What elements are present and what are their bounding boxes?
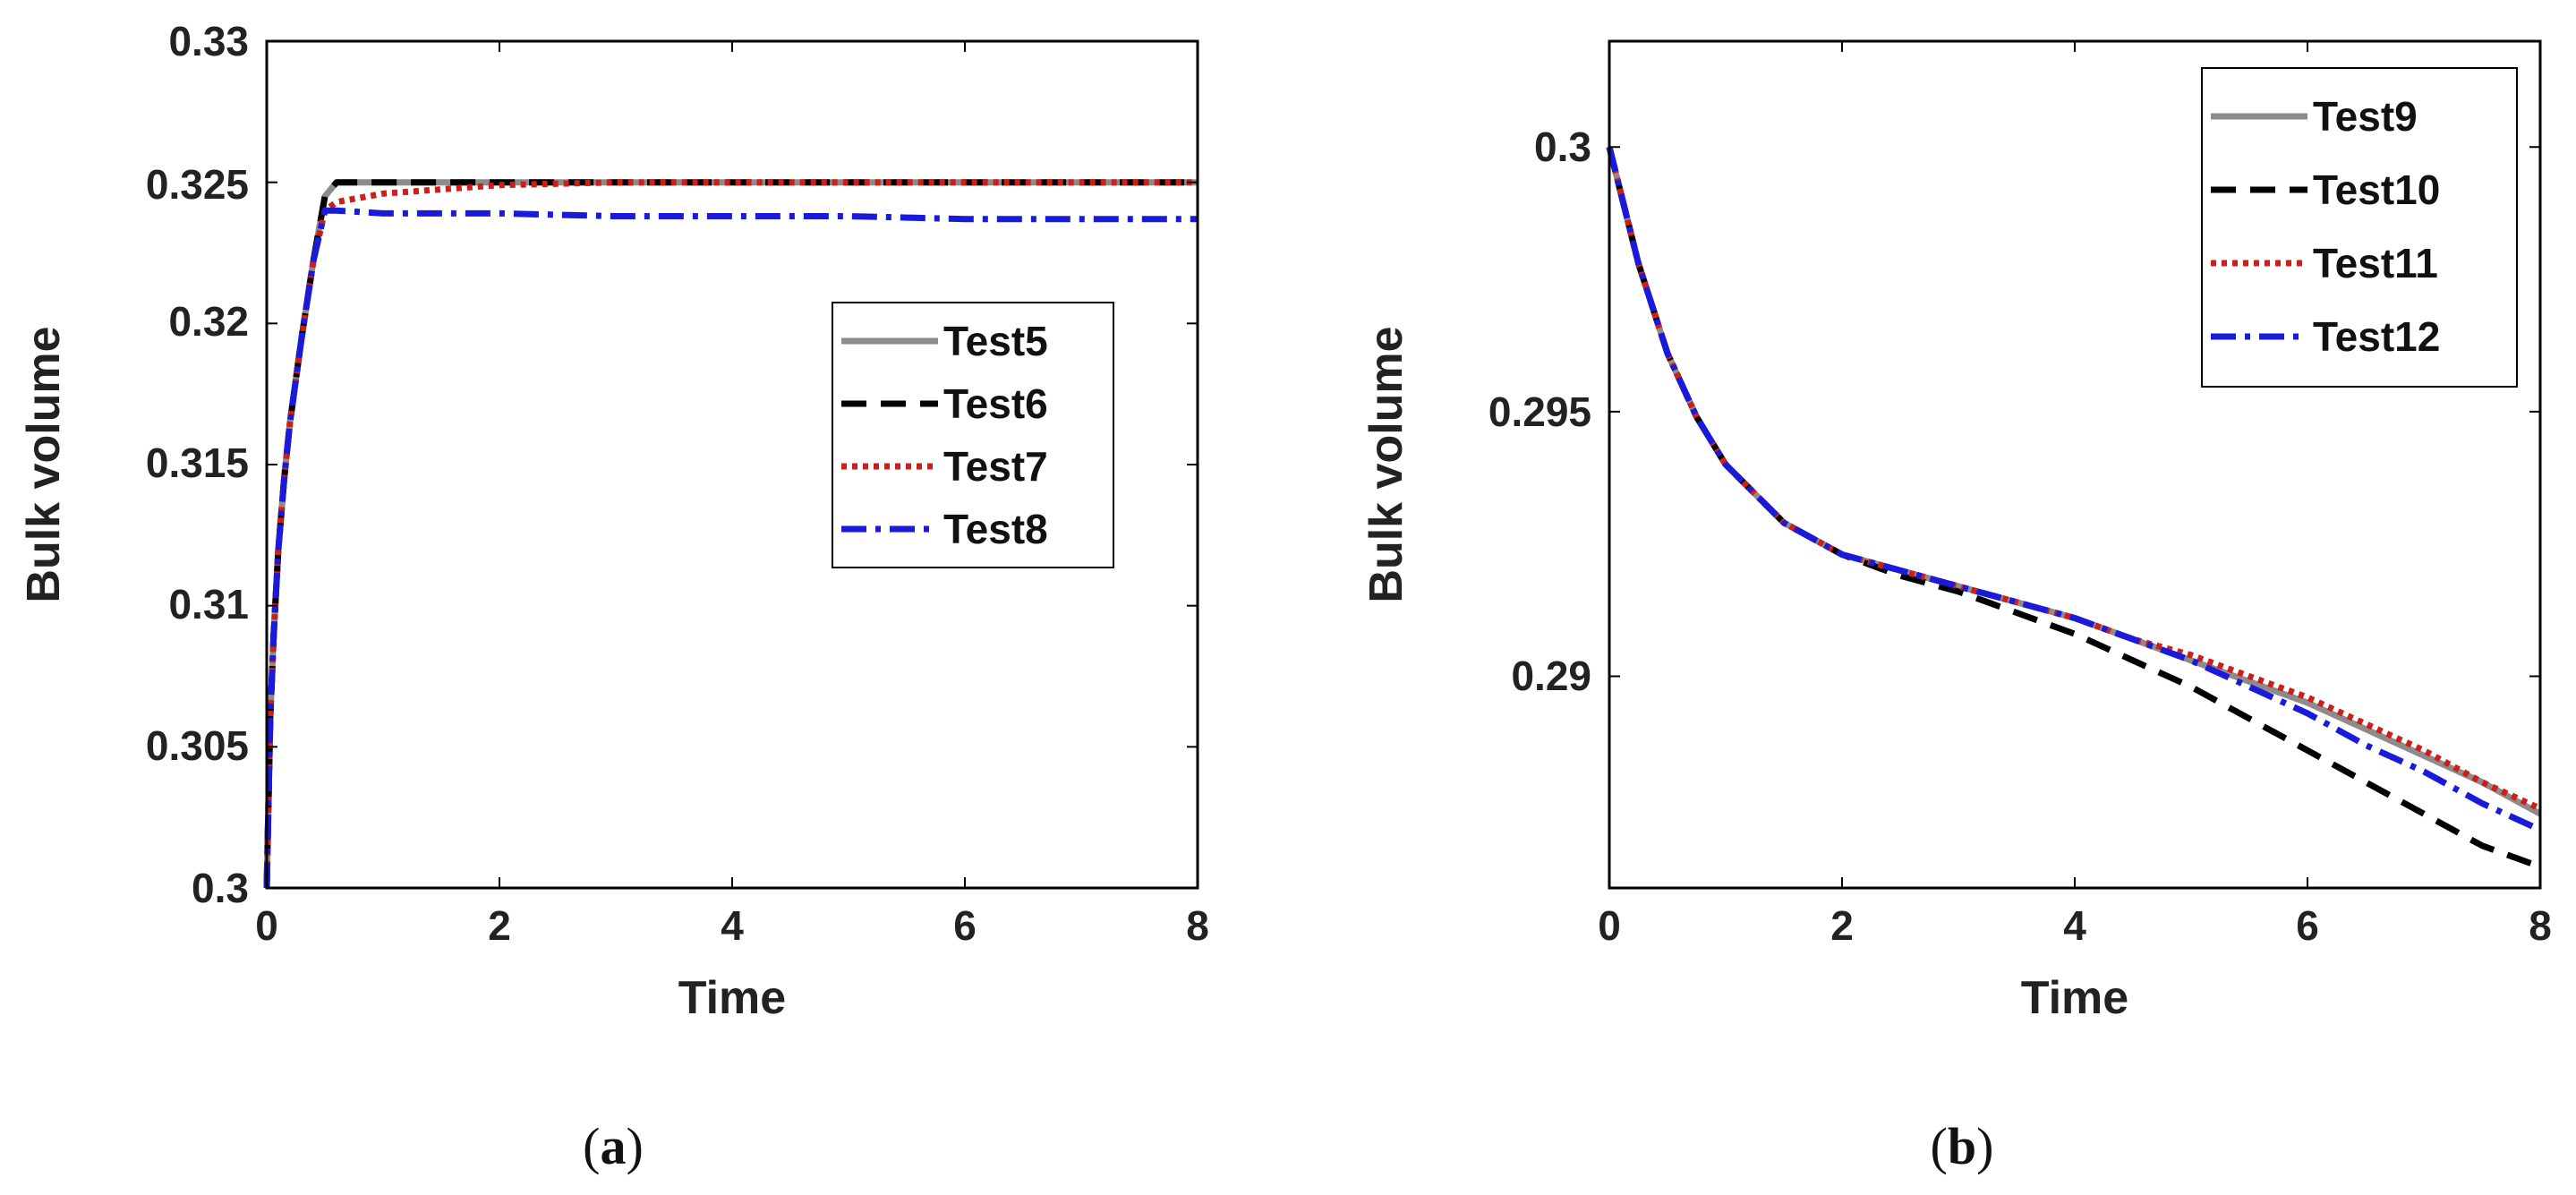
caption-letter-a: a	[601, 1117, 627, 1175]
x-tick-label: 0	[1598, 902, 1621, 949]
y-tick-label: 0.295	[1488, 388, 1591, 435]
y-tick-label: 0.305	[146, 722, 249, 769]
y-tick-label: 0.3	[1534, 124, 1591, 170]
y-tick-labels-a: 0.33 0.325 0.32 0.315 0.31 0.305 0.3	[146, 18, 249, 911]
series-line-test11	[1606, 146, 2542, 812]
y-tick-label: 0.33	[168, 18, 249, 64]
legend-label-test10: Test10	[2313, 166, 2440, 213]
x-tick-label: 2	[1830, 902, 1854, 949]
x-tick-label: 8	[2529, 902, 2552, 949]
x-tick-label: 4	[721, 902, 744, 949]
x-tick-label: 8	[1186, 902, 1209, 949]
y-tick-label: 0.3	[192, 865, 249, 911]
y-tick-label: 0.325	[146, 161, 249, 208]
y-tick-labels-b: 0.3 0.295 0.29	[1488, 124, 1591, 699]
x-tick-label: 2	[488, 902, 511, 949]
x-tick-label: 6	[2296, 902, 2319, 949]
y-tick-label: 0.31	[168, 581, 249, 627]
legend-label-test9: Test9	[2313, 93, 2418, 140]
y-axis-label-b: Bulk volume	[1361, 326, 1412, 602]
caption-a: (a)	[583, 1117, 644, 1175]
caption-b: (b)	[1931, 1117, 1994, 1175]
x-tick-label: 0	[255, 902, 278, 949]
legend-label-test6: Test6	[943, 380, 1048, 427]
legend-box-a	[832, 302, 1114, 568]
legend-label-test7: Test7	[943, 443, 1048, 490]
chart-panel-b: 0.3 0.295 0.29 0 2 4 6 8 Time Bulk volum…	[1361, 39, 2552, 1175]
y-axis-label-a: Bulk volume	[18, 326, 70, 602]
legend-box-b	[2201, 67, 2518, 388]
legend-a: Test5 Test6 Test7 Test8	[832, 302, 1114, 568]
chart-panel-a: 0.33 0.325 0.32 0.315 0.31 0.305 0.3 0 2…	[18, 18, 1209, 1175]
tick-marks-a	[266, 40, 1198, 889]
x-tick-labels-b: 0 2 4 6 8	[1598, 902, 2552, 949]
legend-label-test12: Test12	[2313, 313, 2440, 360]
y-tick-label: 0.29	[1511, 653, 1591, 699]
plot-lines-b	[1606, 146, 2542, 870]
legend-label-test8: Test8	[943, 506, 1048, 552]
y-tick-label: 0.32	[168, 298, 249, 345]
legend-label-test5: Test5	[943, 318, 1048, 364]
x-tick-labels-a: 0 2 4 6 8	[255, 902, 1209, 949]
x-tick-label: 4	[2063, 902, 2086, 949]
tick-marks-b	[1608, 41, 2541, 888]
legend-b: Test9 Test10 Test11 Test12	[2201, 67, 2518, 388]
legend-label-test11: Test11	[2313, 240, 2438, 286]
x-tick-label: 6	[953, 902, 977, 949]
plot-lines-a	[263, 179, 1198, 889]
caption-letter-b: b	[1948, 1117, 1976, 1175]
x-axis-label-a: Time	[678, 972, 786, 1024]
series-line-test8	[263, 207, 1198, 889]
y-tick-label: 0.315	[146, 440, 249, 486]
x-axis-label-b: Time	[2021, 972, 2128, 1024]
